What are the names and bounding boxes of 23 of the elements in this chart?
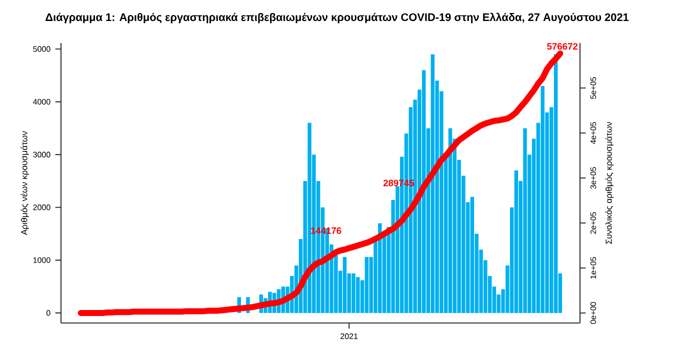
bar: [430, 54, 435, 313]
bar: [554, 54, 558, 313]
y2-tick-label: 5e+05: [590, 77, 596, 99]
y-tick-label: 1000: [33, 257, 50, 264]
y-tick-label: 5000: [33, 46, 50, 52]
y-tick-label: 2000: [33, 204, 50, 210]
y2-tick-label: 3e+05: [590, 167, 596, 189]
bar: [342, 257, 347, 313]
x-tick-label: 2021: [340, 333, 358, 340]
y2-tick-label: 1e+05: [590, 257, 596, 279]
y2-tick-label: 4e+05: [590, 122, 596, 144]
y-tick-label: 0: [46, 310, 50, 316]
y2-axis-title: Συνολικός αριθμός κρουσμάτων: [605, 122, 614, 244]
bar: [364, 257, 369, 313]
bar: [514, 170, 518, 313]
bar: [470, 196, 474, 313]
chart-title: Διάγραμμα 1: Αριθμός εργαστηριακά επιβεβαιωμένων κρουσμάτων COVID-19 στην Ελλάδα, 27 Αυγούστου 2021: [46, 12, 629, 24]
y-tick-label: 4000: [33, 98, 50, 105]
y-axis-title: Αριθμός νέων κρουσμάτων: [20, 131, 29, 236]
annotation: 576672: [547, 43, 578, 50]
y-tick-label: 3000: [33, 152, 50, 158]
y2-tick-label: 2e+05: [590, 212, 596, 234]
y2-tick-label: 0e+00: [590, 302, 596, 324]
